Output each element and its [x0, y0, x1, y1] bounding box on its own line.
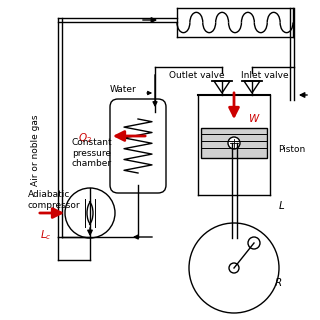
Text: $R$: $R$ [274, 276, 282, 288]
Circle shape [189, 223, 279, 313]
FancyBboxPatch shape [110, 99, 166, 193]
Text: Outlet valve: Outlet valve [169, 70, 225, 79]
Text: Piston: Piston [278, 146, 305, 155]
Circle shape [229, 263, 239, 273]
Text: $L$: $L$ [278, 199, 285, 211]
Text: Inlet valve: Inlet valve [241, 70, 289, 79]
Polygon shape [244, 81, 260, 93]
Text: $Q_2$: $Q_2$ [78, 131, 92, 145]
Circle shape [228, 137, 240, 149]
Text: $L_c$: $L_c$ [40, 228, 52, 242]
Bar [201, 128, 267, 158]
Text: Constant
pressure
chamber: Constant pressure chamber [72, 138, 113, 168]
Circle shape [248, 237, 260, 249]
Circle shape [65, 188, 115, 238]
Text: Adiabatic
compressor: Adiabatic compressor [28, 190, 81, 210]
Polygon shape [214, 81, 230, 93]
Text: Water: Water [110, 85, 137, 94]
Text: $W$: $W$ [248, 112, 260, 124]
Text: Air or noble gas: Air or noble gas [30, 114, 39, 186]
